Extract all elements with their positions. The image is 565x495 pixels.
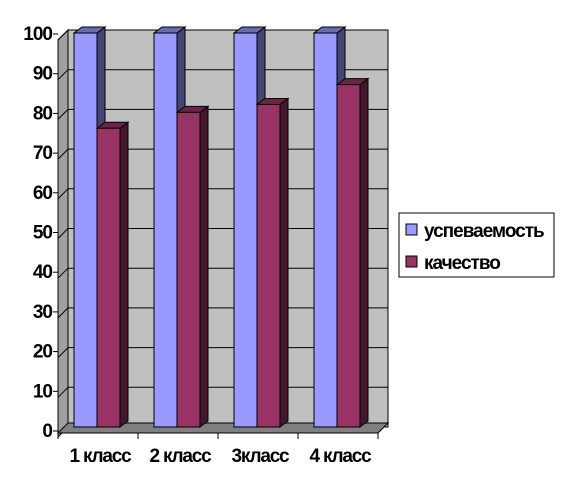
bar-kachestvo-2 xyxy=(175,105,210,428)
gridline-side xyxy=(57,386,69,398)
gridline-side xyxy=(57,69,69,81)
x-tick-label: 2 класс xyxy=(150,446,213,467)
y-tick-label: 90 xyxy=(33,64,53,85)
gridline-side xyxy=(57,228,69,239)
x-axis: 1 класс 2 класс 3класс 4 класс xyxy=(57,432,379,467)
bar-kachestvo-3 xyxy=(255,97,290,428)
y-tick-label: 10 xyxy=(33,381,53,402)
y-tick-label: 60 xyxy=(33,183,53,204)
bars xyxy=(72,26,370,428)
x-tick-label: 3класс xyxy=(232,446,291,467)
gridline-side xyxy=(57,267,69,279)
y-tick-label: 40 xyxy=(33,262,53,283)
y-tick-label: 50 xyxy=(33,223,53,244)
y-tick-label: 20 xyxy=(33,342,53,363)
legend-swatch-uspevaemost xyxy=(405,223,418,236)
gridline-side xyxy=(57,148,69,160)
gridline-side xyxy=(57,109,69,120)
x-tick-label: 4 класс xyxy=(310,446,373,467)
gridline-side xyxy=(57,188,69,200)
y-tick-label: 70 xyxy=(33,143,53,164)
bar-kachestvo-1 xyxy=(95,121,130,428)
legend-label-uspevaemost: успеваемость xyxy=(424,221,544,242)
x-tick-label: 1 класс xyxy=(70,446,133,467)
legend-swatch-kachestvo xyxy=(405,255,418,268)
bar-kachestvo-4 xyxy=(335,77,370,428)
gridline-side xyxy=(57,347,69,358)
y-tick-label: 80 xyxy=(33,103,53,124)
legend-box xyxy=(398,212,555,278)
legend: успеваемость качество xyxy=(398,212,555,278)
y-axis: 0 10 20 30 40 50 60 70 80 90 100 xyxy=(23,24,59,442)
legend-label-kachestvo: качество xyxy=(424,253,500,274)
gridline-side xyxy=(57,307,69,319)
y-tick-label: 100 xyxy=(23,24,52,45)
y-tick-label: 0 xyxy=(42,421,52,442)
y-tick-label: 30 xyxy=(33,302,53,323)
gridline-side xyxy=(57,29,69,41)
